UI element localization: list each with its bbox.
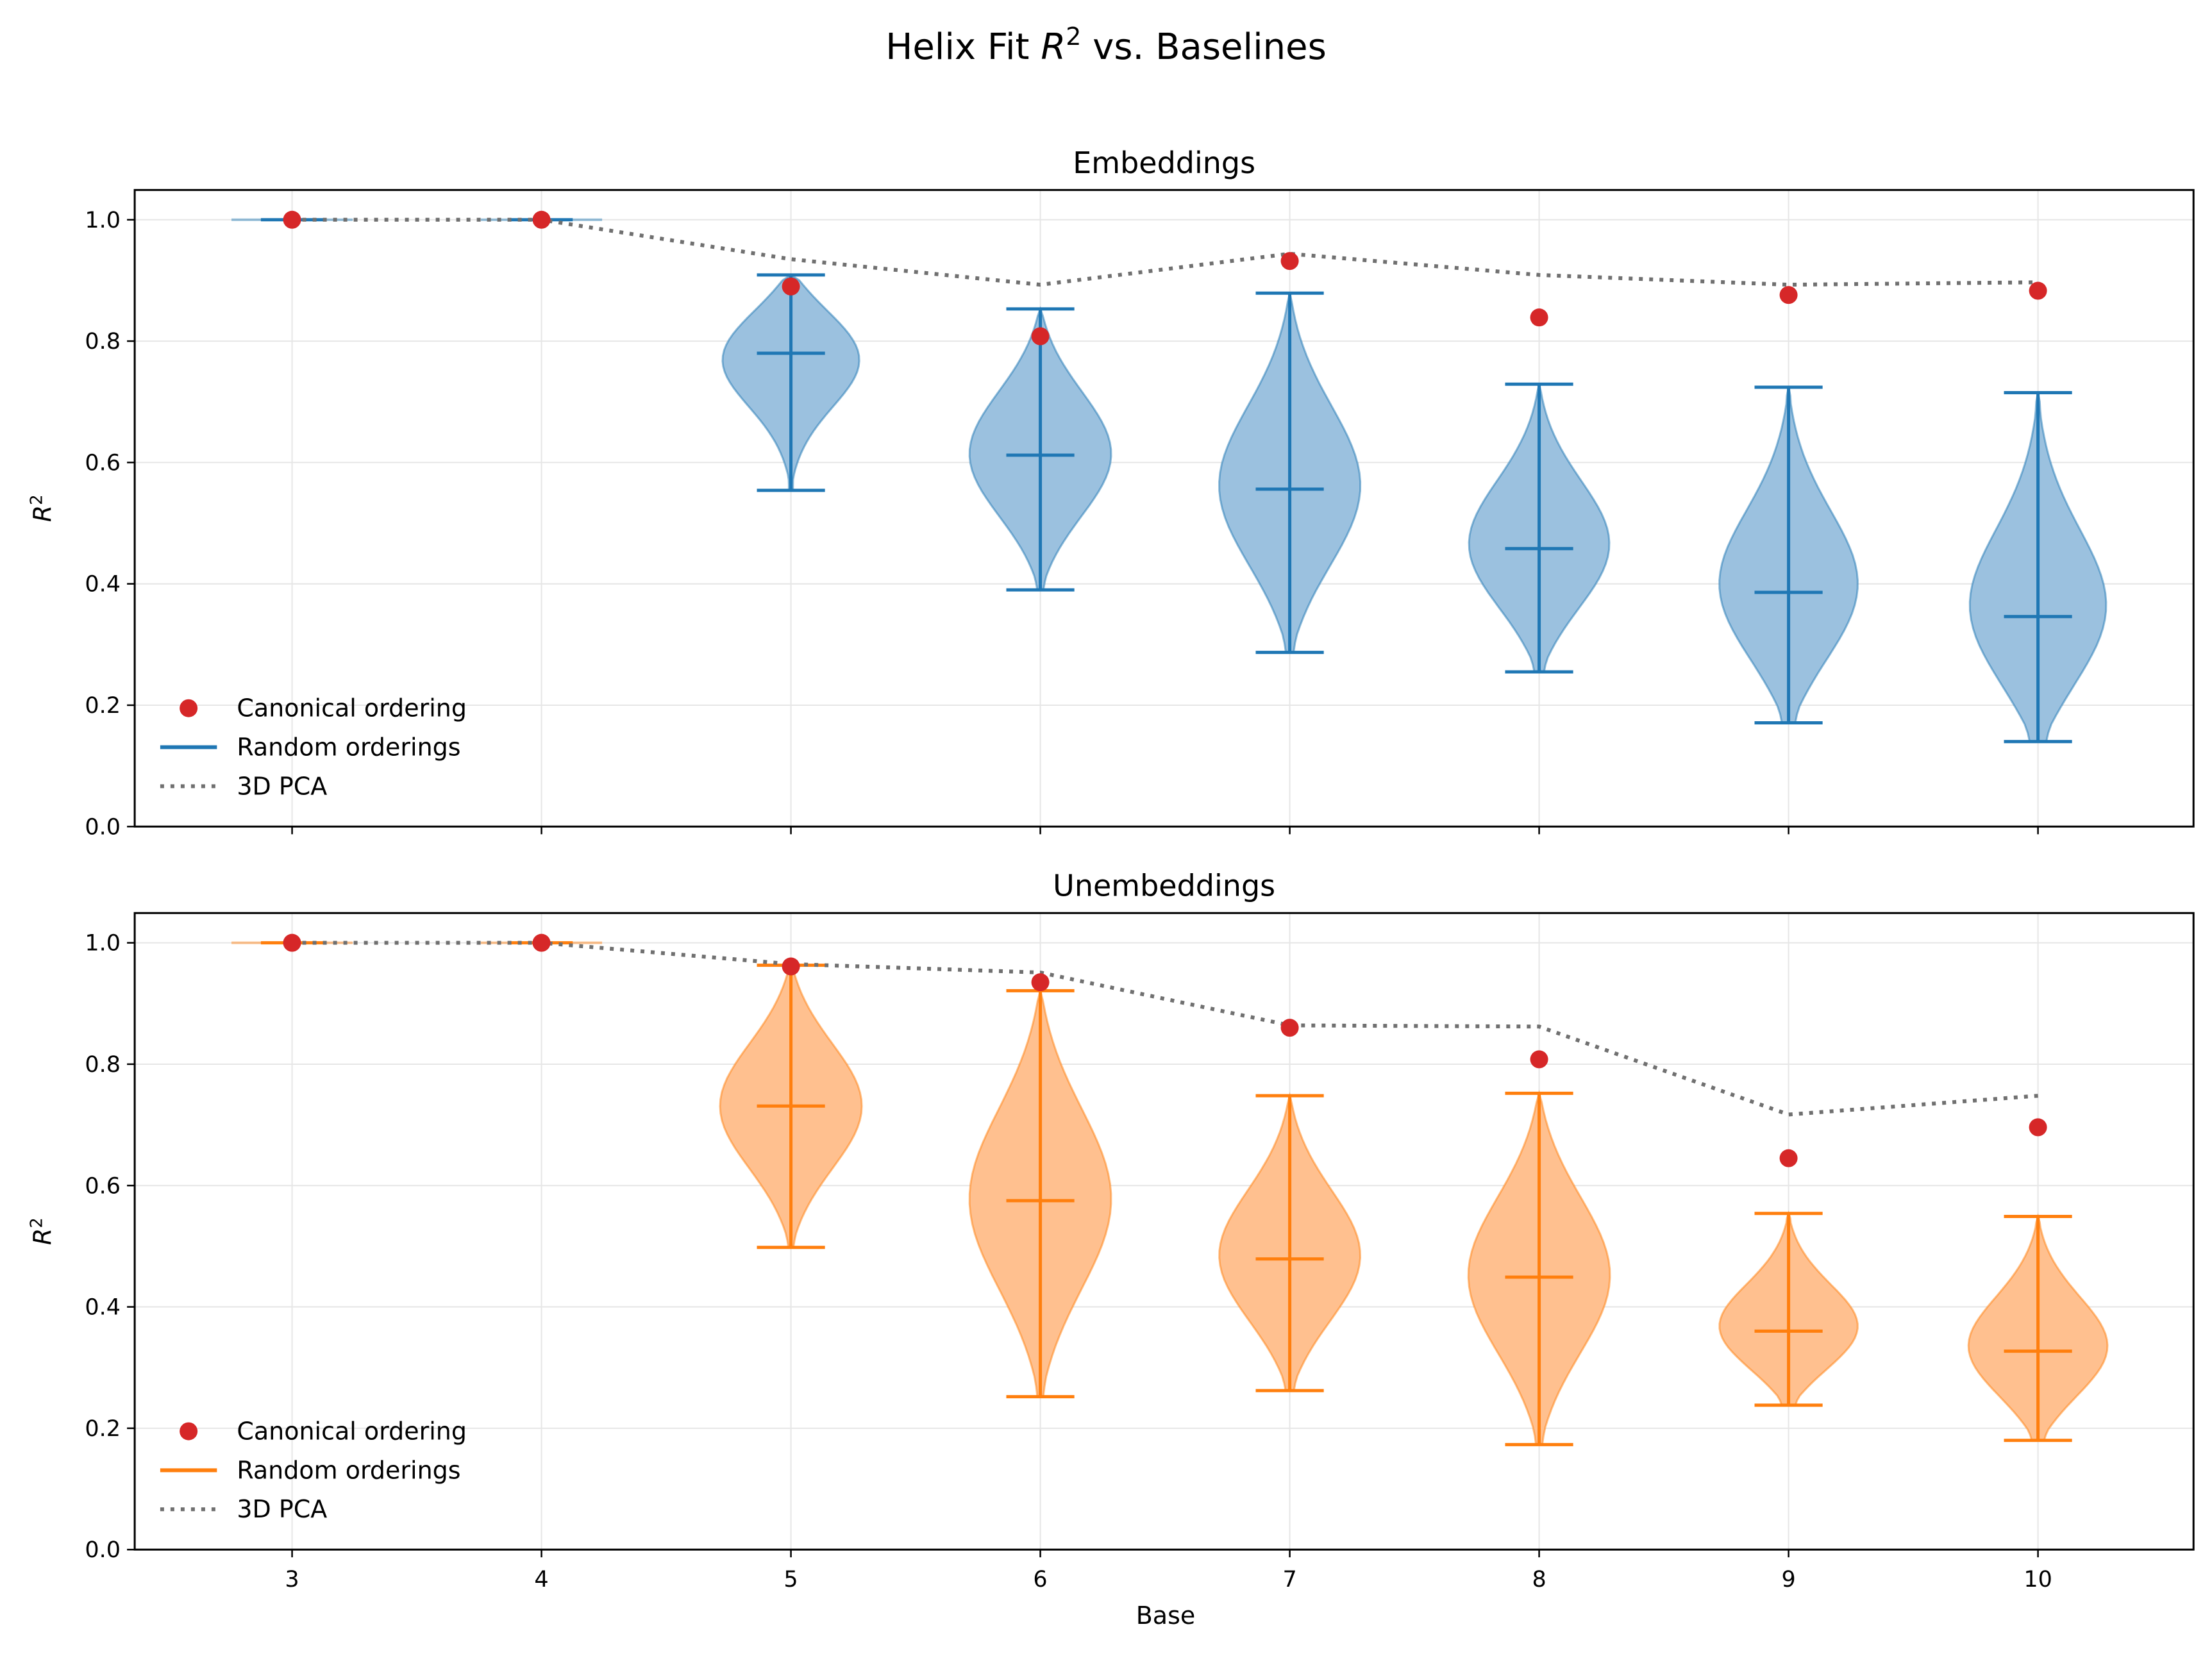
canonical-point <box>1031 973 1050 992</box>
x-axis-label: Base <box>1136 1601 1196 1630</box>
canonical-point <box>1280 252 1299 271</box>
figure-title: Helix Fit R2 vs. Baselines <box>885 22 1327 68</box>
canonical-point <box>532 210 551 229</box>
title-prefix: Helix Fit <box>885 26 1041 68</box>
legend-label: 3D PCA <box>237 1495 327 1523</box>
canonical-point <box>1031 327 1050 346</box>
canonical-point <box>782 277 800 296</box>
y-tick-label: 0.4 <box>85 1295 121 1321</box>
y-axis-label: R2 <box>28 494 57 522</box>
y-tick-label: 0.4 <box>85 572 121 597</box>
y-tick-label: 0.2 <box>85 1416 121 1442</box>
axes-frame <box>133 188 2195 828</box>
legend: Canonical ordering Random orderings 3D PCA <box>160 694 467 800</box>
x-tick-label: 7 <box>1282 1567 1296 1592</box>
panel-title: Embeddings <box>1073 146 1255 180</box>
y-tick-label: 0.8 <box>85 1052 121 1078</box>
axes-frame <box>133 912 2195 1551</box>
x-tick-label: 5 <box>783 1567 798 1592</box>
title-sup: 2 <box>1066 22 1081 51</box>
legend: Canonical ordering Random orderings 3D PCA <box>160 1417 467 1523</box>
y-tick-label: 0.8 <box>85 329 121 355</box>
x-tick-label: 4 <box>534 1567 548 1592</box>
panel-title: Unembeddings <box>1053 869 1275 903</box>
x-tick-label: 9 <box>1781 1567 1795 1592</box>
y-tick-label: 0.2 <box>85 693 121 719</box>
canonical-point <box>283 933 301 952</box>
title-suffix: vs. Baselines <box>1081 26 1326 68</box>
legend-label: Random orderings <box>237 1456 460 1484</box>
y-tick-label: 0.6 <box>85 1173 121 1199</box>
canonical-point <box>1280 1019 1299 1037</box>
panel-embeddings: 0.0 0.2 0.4 0.6 0.8 1.0 Embeddings R2 Canonical … <box>28 146 2195 840</box>
y-tick-label: 1.0 <box>85 208 121 233</box>
y-tick-label: 0.6 <box>85 450 121 476</box>
legend-label: Canonical ordering <box>237 694 467 723</box>
y-axis-label: R2 <box>28 1217 57 1245</box>
x-tick-label: 6 <box>1033 1567 1047 1592</box>
title-var: R <box>1041 26 1066 68</box>
y-tick-label: 0.0 <box>85 814 121 840</box>
canonical-point <box>1779 1149 1798 1167</box>
canonical-point <box>2029 1118 2047 1137</box>
pca-line <box>292 217 2038 287</box>
legend-label: Canonical ordering <box>237 1417 467 1446</box>
legend-label: Random orderings <box>237 733 460 762</box>
canonical-point <box>283 210 301 229</box>
y-tick-label: 1.0 <box>85 931 121 956</box>
y-tick-label: 0.0 <box>85 1537 121 1563</box>
canonical-point <box>2029 281 2047 300</box>
canonical-point <box>532 933 551 952</box>
canonical-point <box>1530 308 1548 327</box>
x-tick-label: 8 <box>1532 1567 1546 1592</box>
legend-label: 3D PCA <box>237 772 327 800</box>
x-tick-label: 3 <box>285 1567 299 1592</box>
pca-line <box>292 940 2038 1117</box>
canonical-point <box>782 957 800 976</box>
canonical-point <box>1779 286 1798 305</box>
x-tick-label: 10 <box>2023 1567 2052 1592</box>
legend-marker-canonical <box>180 699 198 717</box>
legend-marker-canonical <box>180 1422 198 1441</box>
canonical-point <box>1530 1050 1548 1069</box>
panel-unembeddings: 0.0 0.2 0.4 0.6 0.8 1.0 3 4 5 6 7 8 9 10 Unembeddings R… <box>28 869 2195 1592</box>
